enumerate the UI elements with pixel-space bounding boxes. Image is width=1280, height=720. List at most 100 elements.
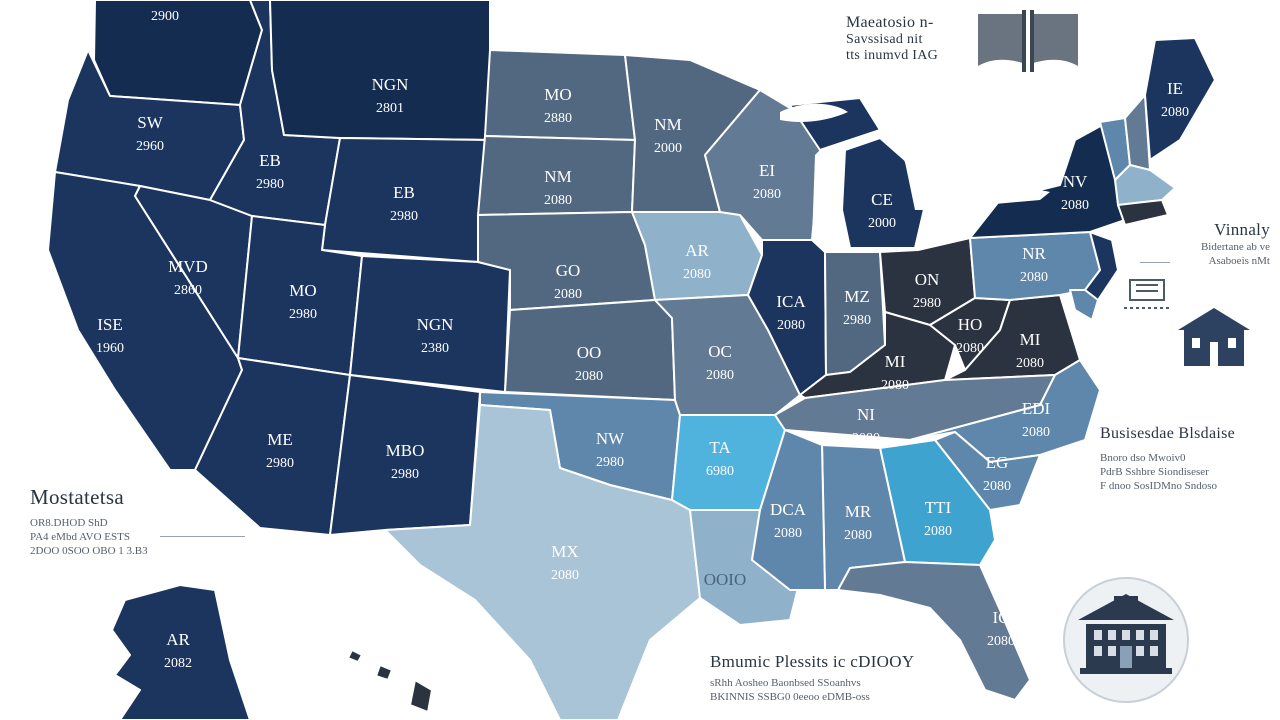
state-label-sd: NM bbox=[544, 167, 571, 186]
state-label-wi: EI bbox=[759, 161, 775, 180]
state-wyoming[interactable] bbox=[321, 137, 491, 263]
legend-left-line: PA4 eMbd AVO ESTS bbox=[30, 531, 130, 543]
mid-right-note-line: F dnoo SosIDMno Sndoso bbox=[1100, 480, 1218, 492]
state-michigan[interactable] bbox=[789, 97, 926, 249]
great-lakes bbox=[780, 103, 1050, 250]
state-value-co: 2380 bbox=[421, 341, 449, 356]
network-icon bbox=[1124, 279, 1170, 309]
state-texas[interactable] bbox=[384, 404, 701, 720]
state-value-il: 2080 bbox=[777, 318, 805, 333]
state-label-mn: NM bbox=[654, 115, 681, 134]
state-value-mt: 2801 bbox=[376, 101, 404, 116]
mid-right-note-line: PdrB Sshbre Siondiseser bbox=[1100, 466, 1209, 478]
legend-left-line: OR8.DHOD ShD bbox=[30, 517, 108, 529]
top-note-line: tts inumvd IAG bbox=[846, 48, 939, 63]
top-note-line: Savssisad nit bbox=[846, 32, 923, 47]
state-value-tx: 2080 bbox=[551, 568, 579, 583]
state-connecticut[interactable] bbox=[1117, 199, 1169, 226]
mid-right-note-title: Busisesdae Blsdaise bbox=[1100, 425, 1236, 442]
right-note-line: Bidertane ab ve bbox=[1200, 241, 1270, 253]
state-value-nd: 2880 bbox=[544, 111, 572, 126]
state-delaware[interactable] bbox=[1069, 289, 1099, 321]
state-label-ok: NW bbox=[596, 429, 625, 448]
state-label-nm: MBO bbox=[386, 441, 425, 460]
schoolhouse-icon bbox=[1178, 308, 1250, 366]
state-label-mt: NGN bbox=[372, 75, 409, 94]
bottom-note-line: BKINNIS SSBG0 0eeoo eDMB-oss bbox=[710, 691, 870, 703]
state-hawaii[interactable] bbox=[347, 649, 433, 713]
state-value-ms: 2080 bbox=[774, 526, 802, 541]
top-note: Maeatosio n- Savssisad nit tts inumvd IA… bbox=[846, 14, 976, 64]
state-value-wi: 2080 bbox=[753, 187, 781, 202]
state-label-me: IE bbox=[1167, 79, 1183, 98]
state-value-or: 2960 bbox=[136, 139, 164, 154]
state-label-tx: MX bbox=[551, 542, 578, 561]
state-value-wv: 2080 bbox=[956, 341, 984, 356]
legend-left-title: Mostatetsa bbox=[30, 485, 124, 509]
mid-right-note: Busisesdae Blsdaise Bnoro dso Mwoiv0 Pdr… bbox=[1100, 425, 1260, 493]
state-value-oh: 2980 bbox=[913, 296, 941, 311]
state-label-pa: NR bbox=[1022, 244, 1046, 263]
state-montana[interactable] bbox=[269, 0, 491, 141]
state-label-ak: AR bbox=[166, 630, 190, 649]
state-value-ga: 2080 bbox=[924, 524, 952, 539]
state-value-al: 2080 bbox=[844, 528, 872, 543]
state-alaska[interactable] bbox=[111, 584, 251, 720]
state-label-co: NGN bbox=[417, 315, 454, 334]
state-massachusetts[interactable] bbox=[1114, 164, 1176, 206]
states-layer bbox=[47, 0, 1216, 720]
state-value-wy: 2980 bbox=[390, 209, 418, 224]
state-value-sd: 2080 bbox=[544, 193, 572, 208]
state-mississippi[interactable] bbox=[751, 429, 826, 591]
state-value-tn: 2080 bbox=[852, 431, 880, 446]
state-label-az: ME bbox=[267, 430, 293, 449]
state-label-ms: DCA bbox=[770, 500, 807, 519]
state-label-ga: TTI bbox=[925, 498, 952, 517]
state-florida[interactable] bbox=[837, 561, 1031, 701]
state-label-ks: OO bbox=[577, 343, 602, 362]
legend-left: Mostatetsa OR8.DHOD ShD PA4 eMbd AVO EST… bbox=[30, 485, 245, 558]
state-value-nm: 2980 bbox=[391, 467, 419, 482]
state-value-in: 2980 bbox=[843, 313, 871, 328]
state-labels: 2900 SW 2960 ISE 1960 MVD 2860 EB 2980 NGN 2801 EB 2… bbox=[96, 9, 1189, 671]
state-value-ca: 1960 bbox=[96, 341, 124, 356]
book-icon bbox=[978, 6, 1078, 76]
state-value-va: 2080 bbox=[1016, 356, 1044, 371]
right-note-title: Vinnaly bbox=[1214, 220, 1270, 239]
state-value-nv: 2860 bbox=[174, 283, 202, 298]
bottom-note-title: Bmumic Plessits ic cDIOOY bbox=[710, 652, 915, 671]
state-value-mo: 2080 bbox=[706, 368, 734, 383]
state-label-id: EB bbox=[259, 151, 281, 170]
state-value-mi: 2000 bbox=[868, 216, 896, 231]
state-value-ar: 6980 bbox=[706, 464, 734, 479]
right-note-rule bbox=[1140, 262, 1170, 263]
state-maine[interactable] bbox=[1144, 37, 1216, 161]
state-label-nv: MVD bbox=[168, 257, 208, 276]
state-label-ut: MO bbox=[289, 281, 316, 300]
state-label-va: MI bbox=[1020, 330, 1041, 349]
state-value-id: 2980 bbox=[256, 177, 284, 192]
state-label-sc: EG bbox=[986, 453, 1009, 472]
state-label-fl: IC bbox=[993, 608, 1010, 627]
right-note: Vinnaly Bidertane ab ve Asaboeis nMt bbox=[1170, 220, 1270, 268]
state-value-ak: 2082 bbox=[164, 656, 192, 671]
state-value-wa: 2900 bbox=[151, 9, 179, 24]
state-label-ky: MI bbox=[885, 352, 906, 371]
state-value-ks: 2080 bbox=[575, 369, 603, 384]
state-label-in: MZ bbox=[844, 287, 870, 306]
state-label-al: MR bbox=[845, 502, 872, 521]
state-label-ar: TA bbox=[709, 438, 731, 457]
right-note-line: Asaboeis nMt bbox=[1208, 255, 1270, 267]
state-label-tn: NI bbox=[857, 405, 875, 424]
state-label-nd: MO bbox=[544, 85, 571, 104]
state-value-mn: 2000 bbox=[654, 141, 682, 156]
state-value-me: 2080 bbox=[1161, 105, 1189, 120]
state-colorado[interactable] bbox=[349, 255, 511, 393]
bottom-note-line: sRhh Aosheo Baonbsed SSoanhvs bbox=[710, 677, 861, 689]
top-note-line: Maeatosio n- bbox=[846, 14, 934, 31]
state-label-wy: EB bbox=[393, 183, 415, 202]
state-value-ia: 2080 bbox=[683, 267, 711, 282]
state-value-ny: 2080 bbox=[1061, 198, 1089, 213]
state-label-ia: AR bbox=[685, 241, 709, 260]
